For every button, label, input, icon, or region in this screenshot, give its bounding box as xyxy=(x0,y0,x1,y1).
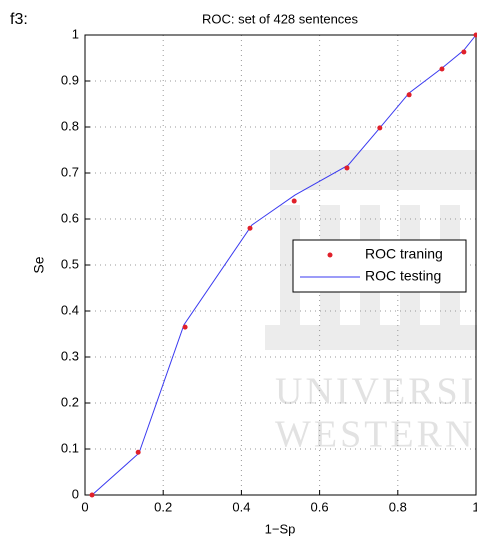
y-tick-label: 0.9 xyxy=(61,72,79,87)
watermark-building xyxy=(265,150,477,350)
x-tick-label: 0.6 xyxy=(311,499,329,514)
x-tick-label: 0 xyxy=(81,499,88,514)
data-point xyxy=(135,449,141,455)
y-tick-label: 0.1 xyxy=(61,440,79,455)
x-tick-label: 0.2 xyxy=(154,499,172,514)
watermark-text: WESTERN xyxy=(275,414,475,456)
data-point xyxy=(473,32,477,38)
x-tick-label: 0.4 xyxy=(232,499,250,514)
legend-box xyxy=(292,239,467,293)
x-tick-label: 0.8 xyxy=(389,499,407,514)
legend-label: ROC testing xyxy=(365,268,441,284)
data-point xyxy=(344,165,350,171)
figure-label: f3: xyxy=(10,11,28,28)
y-tick-label: 0.2 xyxy=(61,394,79,409)
data-point xyxy=(182,324,188,330)
y-tick-label: 0.4 xyxy=(61,302,79,317)
data-point xyxy=(406,92,412,98)
y-tick-label: 0.5 xyxy=(61,256,79,271)
data-point xyxy=(89,492,95,498)
chart-title: ROC: set of 428 sentences xyxy=(202,11,359,26)
y-axis-label: Se xyxy=(31,256,47,273)
data-point xyxy=(291,198,297,204)
plot-frame xyxy=(84,34,477,496)
y-tick-label: 0.6 xyxy=(61,210,79,225)
x-tick-label: 1 xyxy=(472,499,477,514)
watermark-text: UNIVERSIT xyxy=(275,371,477,413)
data-point xyxy=(247,225,253,231)
y-tick-label: 1 xyxy=(72,26,79,41)
data-line xyxy=(91,34,477,496)
data-point xyxy=(377,125,383,131)
data-point xyxy=(439,66,445,72)
x-axis-label: 1−Sp xyxy=(265,521,296,536)
data-point xyxy=(461,49,467,55)
legend-marker xyxy=(327,252,333,258)
y-tick-label: 0 xyxy=(72,486,79,501)
y-tick-label: 0.7 xyxy=(61,164,79,179)
y-tick-label: 0.3 xyxy=(61,348,79,363)
legend-label: ROC traning xyxy=(365,246,443,262)
y-tick-label: 0.8 xyxy=(61,118,79,133)
